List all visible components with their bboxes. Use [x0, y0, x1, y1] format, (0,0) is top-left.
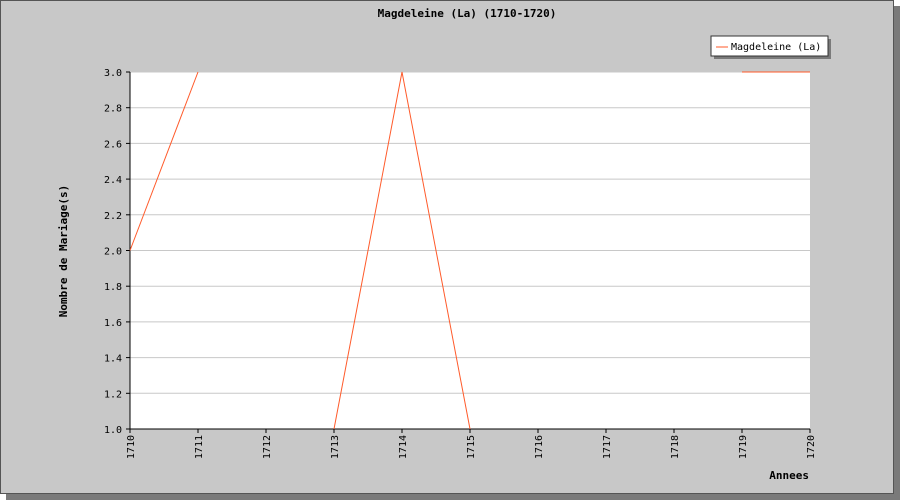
series-line-segment [333, 71, 471, 430]
grid-lines [130, 71, 810, 430]
y-tick-label: 2.2 [104, 211, 122, 222]
x-tick-label: 1712 [262, 435, 273, 459]
x-tick-label: 1717 [602, 435, 613, 459]
y-tick-label: 2.8 [104, 104, 122, 115]
y-tick-label: 2.4 [104, 175, 122, 186]
series-line-segment [129, 71, 199, 251]
legend-label: Magdeleine (La) [731, 42, 821, 53]
y-tick-label: 3.0 [104, 68, 122, 79]
y-tick-label: 1.0 [104, 425, 122, 436]
frame-shadow-right [894, 6, 900, 500]
frame-shadow-bottom [6, 494, 900, 500]
chart-title: Magdeleine (La) (1710-1720) [378, 7, 557, 20]
legend: Magdeleine (La) [710, 35, 831, 59]
legend-box [710, 35, 829, 57]
y-tick-label: 1.2 [104, 389, 122, 400]
x-tick-label: 1716 [534, 435, 545, 459]
y-tick-label: 1.6 [104, 318, 122, 329]
y-tick-label: 1.8 [104, 282, 122, 293]
x-tick-labels: 1710 1711 1712 1713 1714 1715 1716 1717 1718 1719… [126, 435, 817, 459]
x-tick-label: 1711 [194, 435, 205, 459]
y-axis-title: Nombre de Mariage(s) [57, 185, 70, 317]
x-axis-title: Annees [769, 469, 809, 482]
y-tick-label: 2.0 [104, 247, 122, 258]
y-tick-labels: 1.0 1.2 1.4 1.6 1.8 2.0 2.2 2.4 2.6 2.8 3.0 [104, 68, 122, 436]
x-tick-label: 1715 [466, 435, 477, 459]
y-tick-label: 1.4 [104, 354, 122, 365]
x-tick-label: 1713 [330, 435, 341, 459]
x-tick-label: 1714 [398, 435, 409, 459]
x-tick-label: 1719 [738, 435, 749, 459]
y-tick-label: 2.6 [104, 139, 122, 150]
x-tick-label: 1720 [806, 435, 817, 459]
data-series [129, 71, 810, 430]
x-tick-label: 1718 [670, 435, 681, 459]
x-tick-label: 1710 [126, 435, 137, 459]
